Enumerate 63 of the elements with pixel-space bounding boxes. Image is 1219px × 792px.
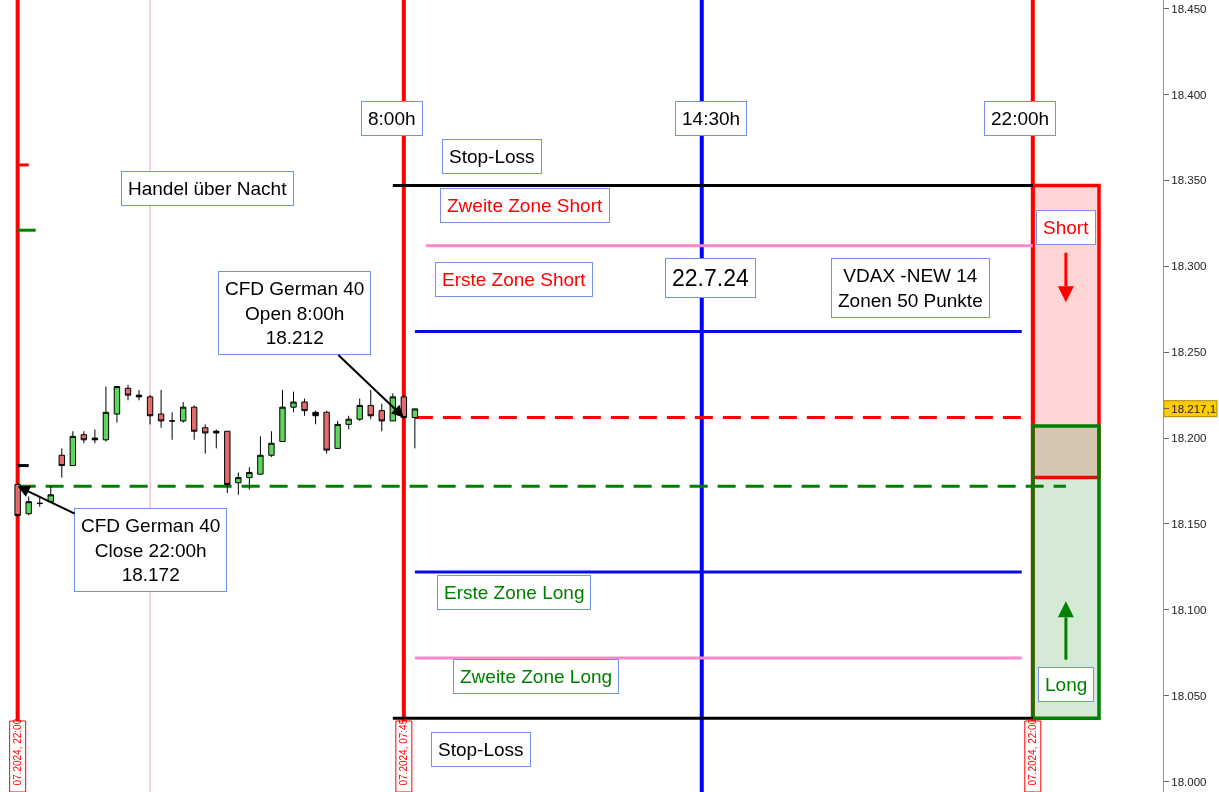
y-tick-label: 18.200 <box>1171 432 1207 445</box>
candlestick <box>235 471 242 496</box>
annotation: Zweite Zone Long <box>460 666 613 687</box>
candlestick <box>191 404 198 441</box>
candlestick <box>202 423 209 455</box>
band-label: Long <box>1045 674 1088 695</box>
y-tick-label: 18.300 <box>1171 260 1207 273</box>
candlestick <box>378 403 385 432</box>
y-tick-label: 18.050 <box>1171 689 1207 702</box>
candlestick <box>168 411 176 441</box>
candlestick <box>69 430 77 467</box>
y-tick-label: 18.150 <box>1171 518 1207 531</box>
annotation: VDAX -NEW 14 Zonen 50 Punkte <box>838 265 983 311</box>
candlestick <box>290 391 297 413</box>
candlestick <box>312 410 319 425</box>
candlestick <box>146 394 154 425</box>
annotation: Erste Zone Short <box>442 269 587 290</box>
band-label: Short <box>1043 217 1090 238</box>
candlestick <box>213 429 220 449</box>
y-tick-label: 18.100 <box>1171 603 1207 616</box>
y-tick-label: 18.250 <box>1171 346 1207 359</box>
candlestick <box>25 496 32 516</box>
y-tick-label: 18.217,1 <box>1171 402 1217 415</box>
candlestick <box>224 430 231 494</box>
y-tick-label: 18.450 <box>1171 2 1207 15</box>
annotation: Zweite Zone Short <box>447 195 603 216</box>
candlestick <box>268 430 275 458</box>
candlestick <box>135 389 143 401</box>
y-tick-label: 18.350 <box>1171 174 1207 187</box>
x-tick-label: 07.2024, 22:00 <box>1027 718 1039 786</box>
annotation: 14:30h <box>682 108 741 129</box>
candlestick <box>113 386 121 424</box>
annotation: Erste Zone Long <box>444 582 585 603</box>
annotation: 22.7.24 <box>672 265 749 291</box>
candlestick <box>301 398 308 417</box>
x-tick-label: 07.2024, 07:45 <box>398 718 410 786</box>
candlestick <box>102 386 110 443</box>
y-tick-label: 18.000 <box>1171 775 1207 788</box>
y-tick-label: 18.400 <box>1171 88 1207 101</box>
annotation: CFD German 40 Open 8:00h 18.212 <box>225 278 365 349</box>
candlestick <box>58 447 65 479</box>
candlestick <box>36 496 43 508</box>
annotation: Handel über Nacht <box>128 178 288 199</box>
candlestick <box>14 482 21 518</box>
candlestick <box>334 420 341 449</box>
annotation: 22:00h <box>991 108 1050 129</box>
candlestick <box>246 466 253 491</box>
candlestick <box>80 430 88 444</box>
candlestick <box>179 401 187 424</box>
candlestick <box>279 389 286 443</box>
series-label: Stop-Loss <box>438 739 524 760</box>
candlestick <box>356 398 363 422</box>
annotation: 8:00h <box>368 108 416 129</box>
candlestick <box>367 389 374 420</box>
candlestick <box>411 408 419 449</box>
candlestick <box>124 384 132 401</box>
candlestick <box>91 429 99 444</box>
annotation: CFD German 40 Close 22:00h 18.172 <box>81 515 221 586</box>
candlestick <box>157 389 165 429</box>
series-label: Stop-Loss <box>449 146 535 167</box>
candlestick <box>345 415 352 430</box>
candlestick <box>323 410 330 455</box>
candlestick <box>257 435 264 475</box>
